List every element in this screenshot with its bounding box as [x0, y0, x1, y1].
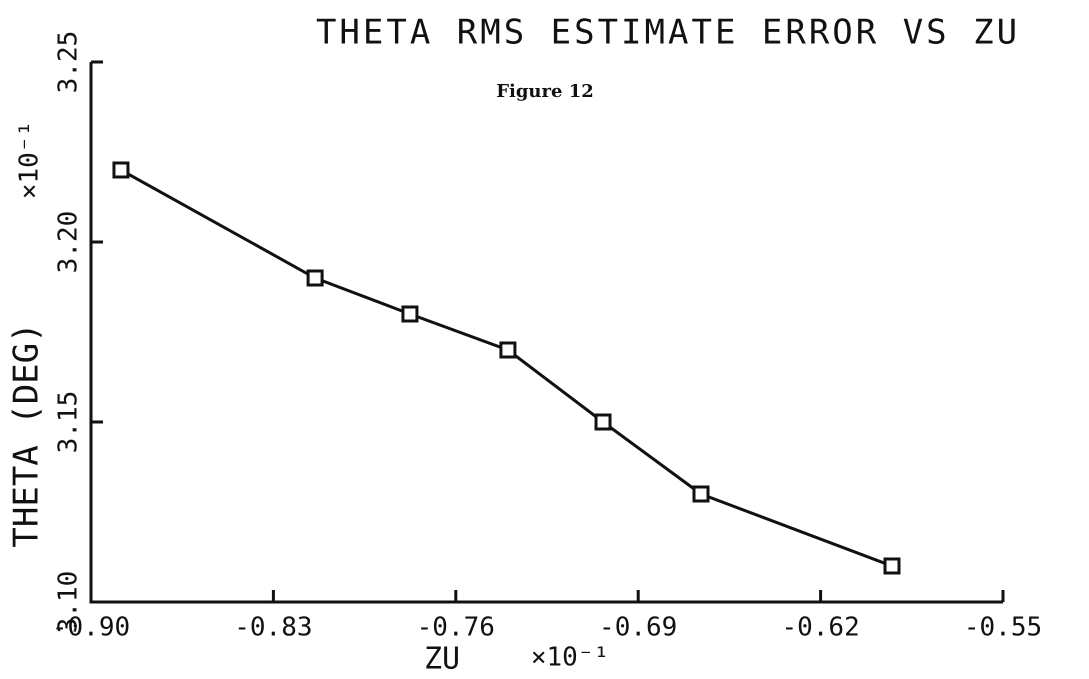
- marker: [112, 161, 130, 179]
- marker: [594, 413, 612, 431]
- x-tick-label: -0.90: [52, 613, 130, 643]
- x-tick-label: -0.76: [417, 613, 495, 643]
- chart-subtitle: Figure 12: [496, 81, 594, 102]
- x-tick-label: -0.62: [781, 613, 859, 643]
- x-axis-label: ZU: [424, 642, 460, 677]
- x-tick-label: -0.55: [964, 613, 1042, 643]
- marker: [306, 269, 324, 287]
- x-tick-label: -0.69: [599, 613, 677, 643]
- marker: [401, 305, 419, 323]
- axes: [89, 62, 1003, 604]
- y-tick-label: 3.25: [54, 31, 84, 94]
- y-tick-label: 3.20: [54, 211, 84, 274]
- x-axis-scale: ×10⁻¹: [531, 643, 609, 673]
- y-tick-label: 3.15: [54, 391, 84, 454]
- y-axis-scale: ×10⁻¹: [15, 121, 45, 199]
- marker: [499, 341, 517, 359]
- marker: [692, 485, 710, 503]
- chart-title: THETA RMS ESTIMATE ERROR VS ZU: [316, 13, 1020, 53]
- x-tick-label: -0.83: [234, 613, 312, 643]
- y-tick-label: 3.10: [54, 571, 84, 634]
- marker: [883, 557, 901, 575]
- line: [120, 168, 893, 568]
- y-axis-label: THETA (DEG): [7, 322, 47, 547]
